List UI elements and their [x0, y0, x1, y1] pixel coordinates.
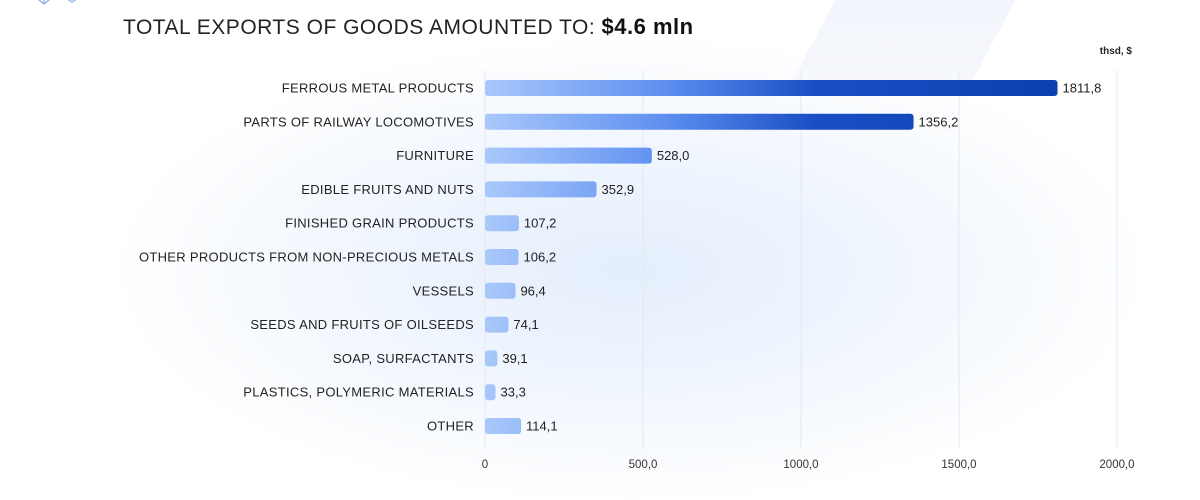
value-label: 96,4 [520, 283, 545, 298]
value-label: 107,2 [524, 216, 557, 231]
value-label: 74,1 [513, 317, 538, 332]
labels: 0 500,0 1000,0 1500,0 2000,0 FERROUS METAL PR… [139, 81, 1135, 472]
value-label: 352,9 [602, 182, 635, 197]
category-label: PARTS OF RAILWAY LOCOMOTIVES [243, 114, 474, 129]
bars [485, 80, 1058, 434]
category-label: OTHER PRODUCTS FROM NON-PRECIOUS METALS [139, 250, 474, 265]
bar [485, 316, 509, 333]
bar [485, 282, 516, 299]
x-tick-label: 0 [482, 459, 488, 471]
category-label: SEEDS AND FRUITS OF OILSEEDS [250, 317, 474, 332]
bar [485, 181, 597, 198]
category-label: FURNITURE [396, 148, 474, 163]
bar [485, 215, 519, 232]
value-label: 528,0 [657, 148, 690, 163]
gridlines [484, 70, 1118, 448]
category-label: SOAP, SURFACTANTS [333, 351, 474, 366]
bar [485, 80, 1058, 96]
value-label: 39,1 [502, 351, 527, 366]
unit-label: thsd, $ [1099, 46, 1132, 57]
bar [485, 113, 914, 130]
bar [485, 249, 519, 265]
category-label: EDIBLE FRUITS AND NUTS [301, 182, 474, 197]
x-tick-label: 1500,0 [941, 459, 976, 471]
value-label: 1356,2 [919, 114, 959, 129]
value-label: 33,3 [501, 385, 526, 400]
x-tick-label: 1000,0 [783, 459, 818, 471]
category-label: FERROUS METAL PRODUCTS [282, 81, 474, 96]
bar [485, 147, 652, 164]
bar [485, 350, 498, 367]
category-label: OTHER [427, 419, 474, 434]
title-amount: $4.6 mln [601, 14, 694, 39]
category-label: PLASTICS, POLYMERIC MATERIALS [243, 385, 474, 400]
value-label: 1811,8 [1063, 81, 1102, 96]
value-label: 106,2 [524, 250, 557, 265]
title-prefix: TOTAL EXPORTS OF GOODS AMOUNTED TO: [123, 16, 596, 39]
category-label: VESSELS [413, 283, 474, 298]
bar [485, 418, 522, 434]
value-label: 114,1 [526, 419, 558, 434]
bar-chart: 0 500,0 1000,0 1500,0 2000,0 FERROUS METAL PR… [139, 70, 1135, 472]
logo-icon [38, 0, 77, 5]
bar [485, 384, 496, 401]
x-tick-label: 500,0 [629, 459, 658, 471]
x-tick-label: 2000,0 [1099, 459, 1134, 471]
category-label: FINISHED GRAIN PRODUCTS [285, 216, 474, 231]
page-title: TOTAL EXPORTS OF GOODS AMOUNTED TO: $4.6… [123, 14, 694, 40]
